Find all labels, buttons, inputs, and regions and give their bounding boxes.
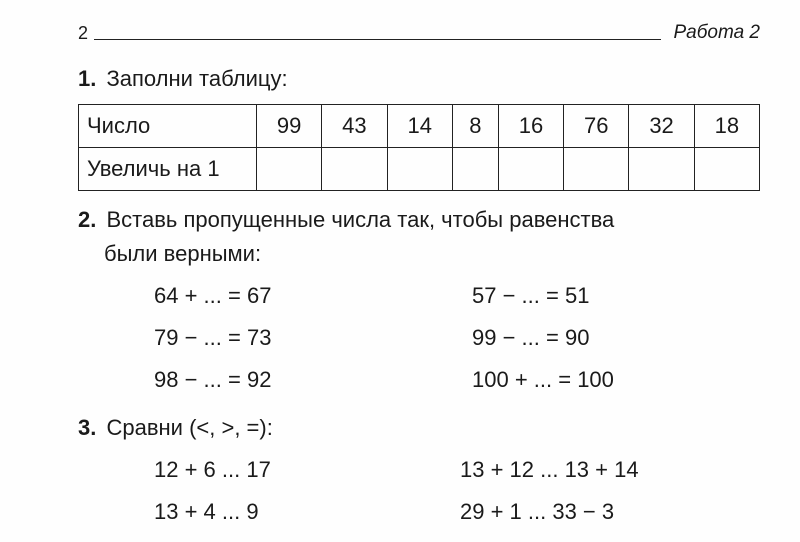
equation: 99 − ... = 90 [472,317,760,359]
task-1-number: 1. [78,66,96,91]
equation-column-right: 57 − ... = 51 99 − ... = 90 100 + ... = … [442,275,760,400]
table-cell: 43 [322,105,387,148]
equation: 100 + ... = 100 [472,359,760,401]
comparison: 12 + 6 ... 17 [154,449,454,491]
comparison: 13 + 4 ... 9 [154,491,454,533]
compare-column-left: 12 + 6 ... 17 13 + 4 ... 9 [78,449,454,533]
task-3-prompt: Сравни (<, >, =): [106,415,272,440]
equation: 57 − ... = 51 [472,275,760,317]
task-2-equations: 64 + ... = 67 79 − ... = 73 98 − ... = 9… [78,275,760,400]
task-2-prompt-line1: Вставь пропущенные числа так, чтобы раве… [106,207,614,232]
work-label: Работа 2 [667,22,760,44]
table-cell: 16 [498,105,563,148]
page-header: 2 Работа 2 [78,22,760,44]
table-row: Увеличь на 1 [79,148,760,191]
table-cell-blank [498,148,563,191]
task-2-prompt-line2: были верными: [78,237,760,271]
task-3: 3. Сравни (<, >, =): 12 + 6 ... 17 13 + … [78,411,760,533]
table-cell: 99 [257,105,322,148]
table-cell-blank [257,148,322,191]
table-rowhead-increase: Увеличь на 1 [79,148,257,191]
header-rule [94,39,661,40]
table-rowhead-number: Число [79,105,257,148]
compare-column-right: 13 + 12 ... 13 + 14 29 + 1 ... 33 − 3 [454,449,760,533]
table-row: Число 99 43 14 8 16 76 32 18 [79,105,760,148]
comparison: 13 + 12 ... 13 + 14 [460,449,760,491]
task-2: 2. Вставь пропущенные числа так, чтобы р… [78,203,760,401]
table-cell: 14 [387,105,452,148]
table-cell: 76 [564,105,629,148]
table-cell-blank [452,148,498,191]
table-cell-blank [694,148,759,191]
task-3-number: 3. [78,415,96,440]
task-1-table: Число 99 43 14 8 16 76 32 18 Увеличь на … [78,104,760,191]
equation: 98 − ... = 92 [154,359,442,401]
table-cell: 32 [629,105,694,148]
task-2-number: 2. [78,207,96,232]
table-cell-blank [629,148,694,191]
comparison: 29 + 1 ... 33 − 3 [460,491,760,533]
table-cell-blank [564,148,629,191]
page-number: 2 [78,23,94,44]
equation: 79 − ... = 73 [154,317,442,359]
table-cell: 18 [694,105,759,148]
equation: 64 + ... = 67 [154,275,442,317]
table-cell-blank [322,148,387,191]
equation-column-left: 64 + ... = 67 79 − ... = 73 98 − ... = 9… [78,275,442,400]
table-cell-blank [387,148,452,191]
task-3-comparisons: 12 + 6 ... 17 13 + 4 ... 9 13 + 12 ... 1… [78,449,760,533]
task-1-prompt: Заполни таблицу: [106,66,287,91]
table-cell: 8 [452,105,498,148]
task-1: 1. Заполни таблицу: Число 99 43 14 8 16 … [78,62,760,191]
